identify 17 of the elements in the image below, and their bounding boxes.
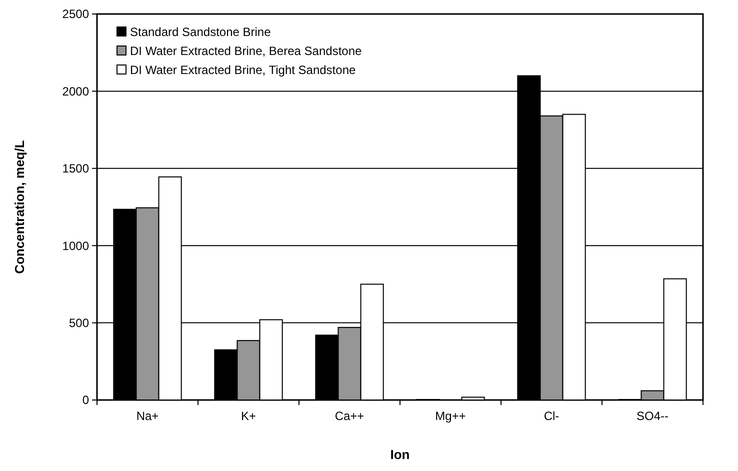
legend-label: Standard Sandstone Brine	[130, 25, 272, 40]
x-axis-title: Ion	[390, 447, 410, 462]
y-tick-label: 0	[82, 393, 90, 408]
x-tick-label: K+	[240, 409, 256, 423]
x-tick-label: Cl-	[544, 409, 560, 423]
x-tick-label: SO4--	[636, 409, 669, 423]
y-axis-title: Concentration, meq/L	[12, 140, 27, 274]
legend-label: DI Water Extracted Brine, Tight Sandstone	[130, 63, 356, 78]
x-tick-label: Na+	[136, 409, 159, 423]
y-tick-label: 2000	[62, 84, 90, 98]
x-tick-label: Mg++	[435, 409, 466, 423]
y-tick-label: 1500	[62, 162, 90, 176]
legend-label: DI Water Extracted Brine, Berea Sandstone	[130, 44, 362, 58]
y-tick-label: 2500	[62, 7, 90, 22]
y-tick-label: 1000	[62, 238, 90, 253]
y-tick-label: 500	[68, 316, 90, 330]
x-tick-label: Ca++	[334, 409, 364, 423]
